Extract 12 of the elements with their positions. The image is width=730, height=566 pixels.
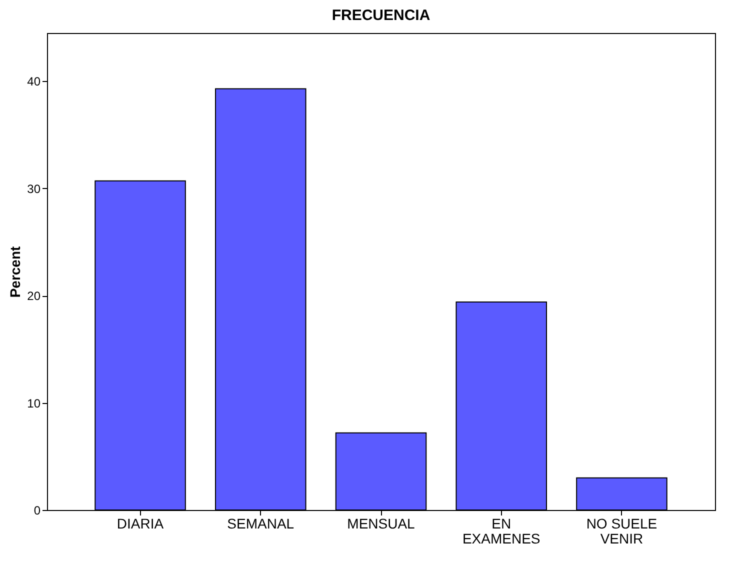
x-tick-label: SEMANAL bbox=[227, 516, 294, 532]
y-axis-title: Percent bbox=[7, 246, 24, 298]
x-tick-label: EN EXAMENES bbox=[462, 516, 540, 546]
x-tick-label: DIARIA bbox=[116, 516, 164, 532]
y-tick-label: 40 bbox=[27, 74, 41, 89]
x-tick-label: MENSUAL bbox=[347, 516, 416, 532]
y-tick-label: 30 bbox=[27, 182, 41, 196]
chart-title: FRECUENCIA bbox=[332, 7, 430, 24]
x-tick-label: NO SUELE VENIR bbox=[586, 516, 658, 546]
y-tick-label: 0 bbox=[34, 504, 41, 518]
y-tick-label: 10 bbox=[27, 396, 41, 410]
y-tick-label: 20 bbox=[27, 289, 41, 304]
